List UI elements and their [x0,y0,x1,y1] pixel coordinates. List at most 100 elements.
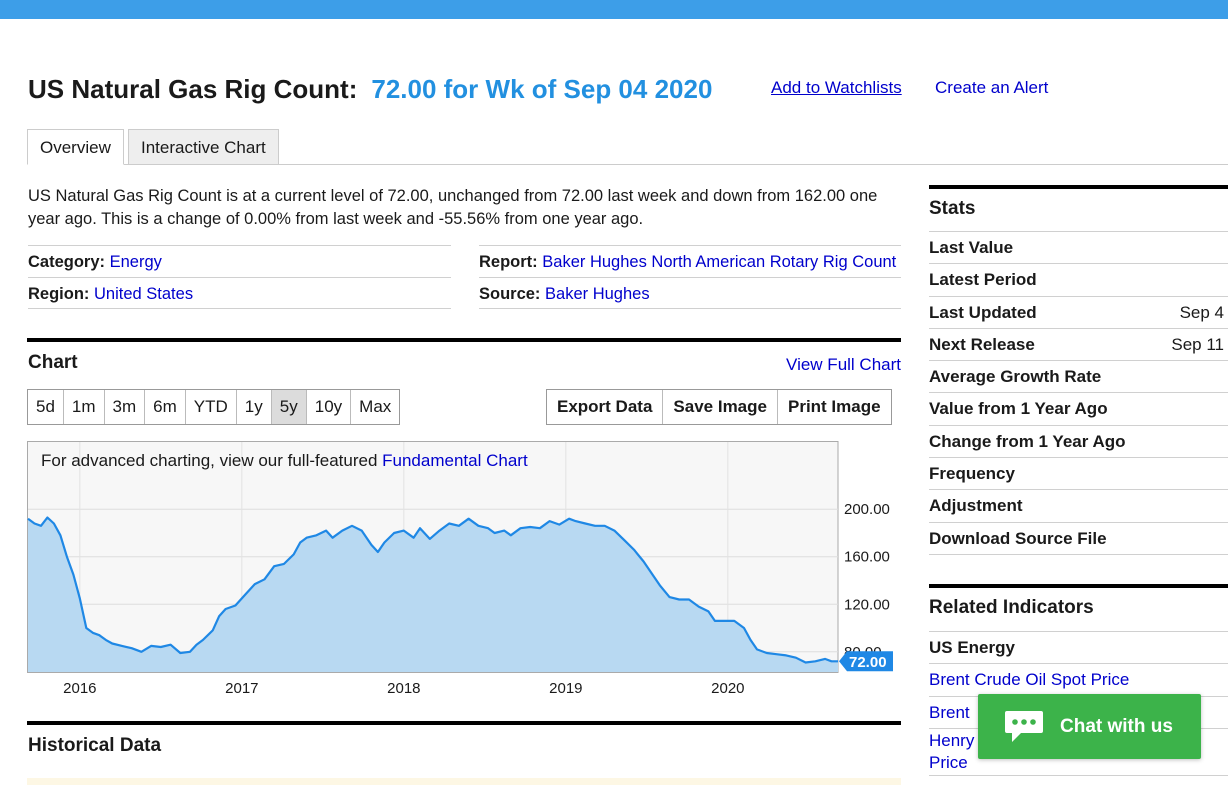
range-button-5y[interactable]: 5y [271,390,307,424]
related-item-link[interactable]: Brent Crude Oil Spot Price [929,670,1130,690]
chat-bubble-icon [1004,710,1044,744]
y-tick-label: 120.00 [844,596,890,613]
range-button-10y[interactable]: 10y [306,390,352,424]
page-header: US Natural Gas Rig Count: 72.00 for Wk o… [28,74,712,110]
stat-label: Value from 1 Year Ago [929,399,1108,419]
x-tick-label: 2018 [387,680,420,697]
related-item[interactable]: Price [929,752,1228,776]
stat-row: Next Release Sep 11 [929,329,1228,362]
stat-label: Last Value [929,238,1014,257]
related-indicators-panel: Related Indicators US Energy Brent Crude… [929,584,1228,776]
export-data-button[interactable]: Export Data [547,390,664,424]
stat-value [1224,426,1228,457]
related-item[interactable]: Henry [929,729,1228,752]
stat-value [1224,458,1228,489]
stat-label: Download Source File [929,528,1107,548]
chat-button[interactable]: Chat with us [978,694,1201,759]
stat-row: Frequency [929,458,1228,491]
chart-section: Chart View Full Chart [27,338,901,374]
stat-label: Next Release [929,334,1035,354]
report-link[interactable]: Baker Hughes North American Rotary Rig C… [542,253,897,271]
range-button-1m[interactable]: 1m [63,390,105,424]
stat-value: Sep 4 [1179,302,1224,322]
summary-text: US Natural Gas Rig Count is at a current… [28,187,878,228]
historical-section: Historical Data [27,721,901,756]
advanced-charting-note: For advanced charting, view our full-fea… [41,451,528,471]
range-button-1y[interactable]: 1y [236,390,272,424]
stat-label: Adjustment [929,496,1023,516]
stat-label: Last Updated [929,302,1037,322]
top-bar [0,0,1228,19]
stat-row: Adjustment [929,490,1228,523]
related-item-link[interactable]: Price [929,752,968,772]
stat-label: Frequency [929,464,1015,484]
stat-row: Average Growth Rate [929,361,1228,394]
stat-value: Sep 11 [1171,334,1224,354]
series-area [28,517,838,672]
x-tick-label: 2016 [63,680,96,697]
historical-table-header [27,778,901,785]
related-item-link[interactable]: Henry [929,730,975,750]
chart-svg: 200.00160.00120.0080.0020162017201820192… [27,441,893,697]
page-title: US Natural Gas Rig Count: [28,74,358,104]
chart-actions: Export Data Save Image Print Image [546,389,892,425]
series-line [27,516,838,664]
x-tick-label: 2020 [711,680,744,697]
stat-value [1224,264,1228,295]
region-label: Region: [28,285,90,303]
category-row: Category: Energy [28,245,451,277]
related-group-label: US Energy [929,638,1015,657]
chart-heading: Chart [28,352,78,373]
range-button-ytd[interactable]: YTD [185,390,237,424]
stat-row: Change from 1 Year Ago [929,426,1228,459]
category-link[interactable]: Energy [109,253,162,271]
chat-label: Chat with us [1060,715,1173,737]
related-item[interactable]: Brent Crude Oil Spot Price [929,664,1228,697]
x-tick-label: 2017 [225,680,258,697]
view-full-chart-link[interactable]: View Full Chart [786,355,901,374]
tab-bar: Overview Interactive Chart [27,129,1228,165]
source-link[interactable]: Baker Hughes [545,285,650,303]
last-value-flag [839,651,893,672]
tab-overview[interactable]: Overview [27,129,124,165]
advanced-charting-text: For advanced charting, view our full-fea… [41,451,378,470]
stat-row: Latest Period [929,264,1228,297]
save-image-button[interactable]: Save Image [663,390,778,424]
region-link[interactable]: United States [94,285,194,303]
x-tick-label: 2019 [549,680,582,697]
stats-panel: Stats Last Value Latest Period Last Update… [929,185,1228,555]
source-row: Source: Baker Hughes [479,277,901,309]
y-tick-label: 160.00 [844,549,890,566]
stat-value [1224,232,1228,263]
stat-value [1224,523,1228,554]
stat-value [1224,393,1228,424]
related-group: US Energy [929,632,1228,665]
stat-label: Latest Period [929,270,1037,290]
print-image-button[interactable]: Print Image [777,390,891,424]
range-button-5d[interactable]: 5d [28,390,64,424]
range-button-max[interactable]: Max [351,390,400,424]
chart-area: 200.00160.00120.0080.0020162017201820192… [27,441,900,701]
last-value-label: 72.00 [849,654,887,671]
y-tick-label: 200.00 [844,501,890,518]
stat-label: Change from 1 Year Ago [929,431,1126,451]
stat-value [1224,361,1228,392]
report-row: Report: Baker Hughes North American Rota… [479,245,901,277]
range-button-6m[interactable]: 6m [145,390,186,424]
stat-value [1224,490,1228,521]
fundamental-chart-link[interactable]: Fundamental Chart [382,451,528,470]
source-label: Source: [479,285,541,303]
stat-label: Average Growth Rate [929,367,1102,387]
stats-heading: Stats [929,185,1228,232]
stat-row: Value from 1 Year Ago [929,393,1228,426]
range-button-3m[interactable]: 3m [104,390,146,424]
stat-row[interactable]: Download Source File [929,523,1228,555]
category-label: Category: [28,253,106,271]
create-alert-link[interactable]: Create an Alert [935,78,1049,97]
tab-interactive-chart[interactable]: Interactive Chart [128,129,279,165]
add-to-watchlist-link[interactable]: Add to Watchlists [771,78,902,97]
related-item-link[interactable]: Brent [929,702,970,722]
report-label: Report: [479,253,538,271]
historical-heading: Historical Data [28,735,162,756]
stat-row: Last Value [929,232,1228,265]
